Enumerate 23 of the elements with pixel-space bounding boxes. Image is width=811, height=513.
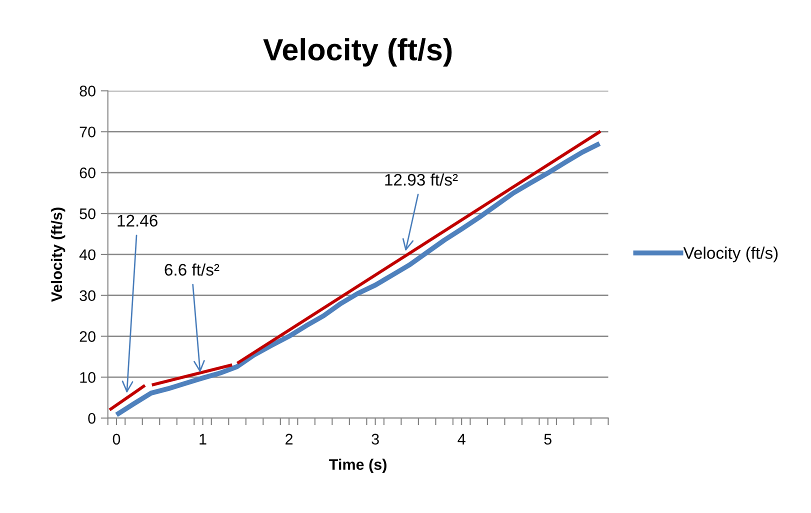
legend-label: Velocity (ft/s) xyxy=(683,246,778,262)
x-tick-label: 4 xyxy=(458,434,466,444)
x-tick-label: 3 xyxy=(372,434,379,445)
x-tick-label: 0 xyxy=(112,434,120,445)
annotation: 6.6 ft/s² xyxy=(164,263,220,276)
y-tick-label: 40 xyxy=(79,249,96,260)
y-tick-label: 10 xyxy=(80,372,96,383)
x-tick-label: 2 xyxy=(286,434,293,444)
y-axis-title: Velocity (ft/s) xyxy=(50,208,66,302)
annotation: 12.93 ft/s² xyxy=(385,173,458,186)
x-axis-title: Time (s) xyxy=(329,458,386,473)
chart-title: Velocity (ft/s) xyxy=(263,38,452,67)
y-tick-label: 60 xyxy=(80,167,96,178)
y-tick-label: 80 xyxy=(80,86,96,96)
x-tick-label: 1 xyxy=(200,434,206,444)
x-tick-label: 5 xyxy=(544,434,552,445)
y-tick-label: 30 xyxy=(80,290,96,302)
annotation: 12.46 xyxy=(118,214,158,227)
y-tick-label: 50 xyxy=(80,208,96,220)
y-tick-label: 0 xyxy=(88,412,96,424)
line-series xyxy=(114,141,602,418)
y-tick-label: 70 xyxy=(80,126,96,138)
y-tick-label: 20 xyxy=(80,331,96,342)
